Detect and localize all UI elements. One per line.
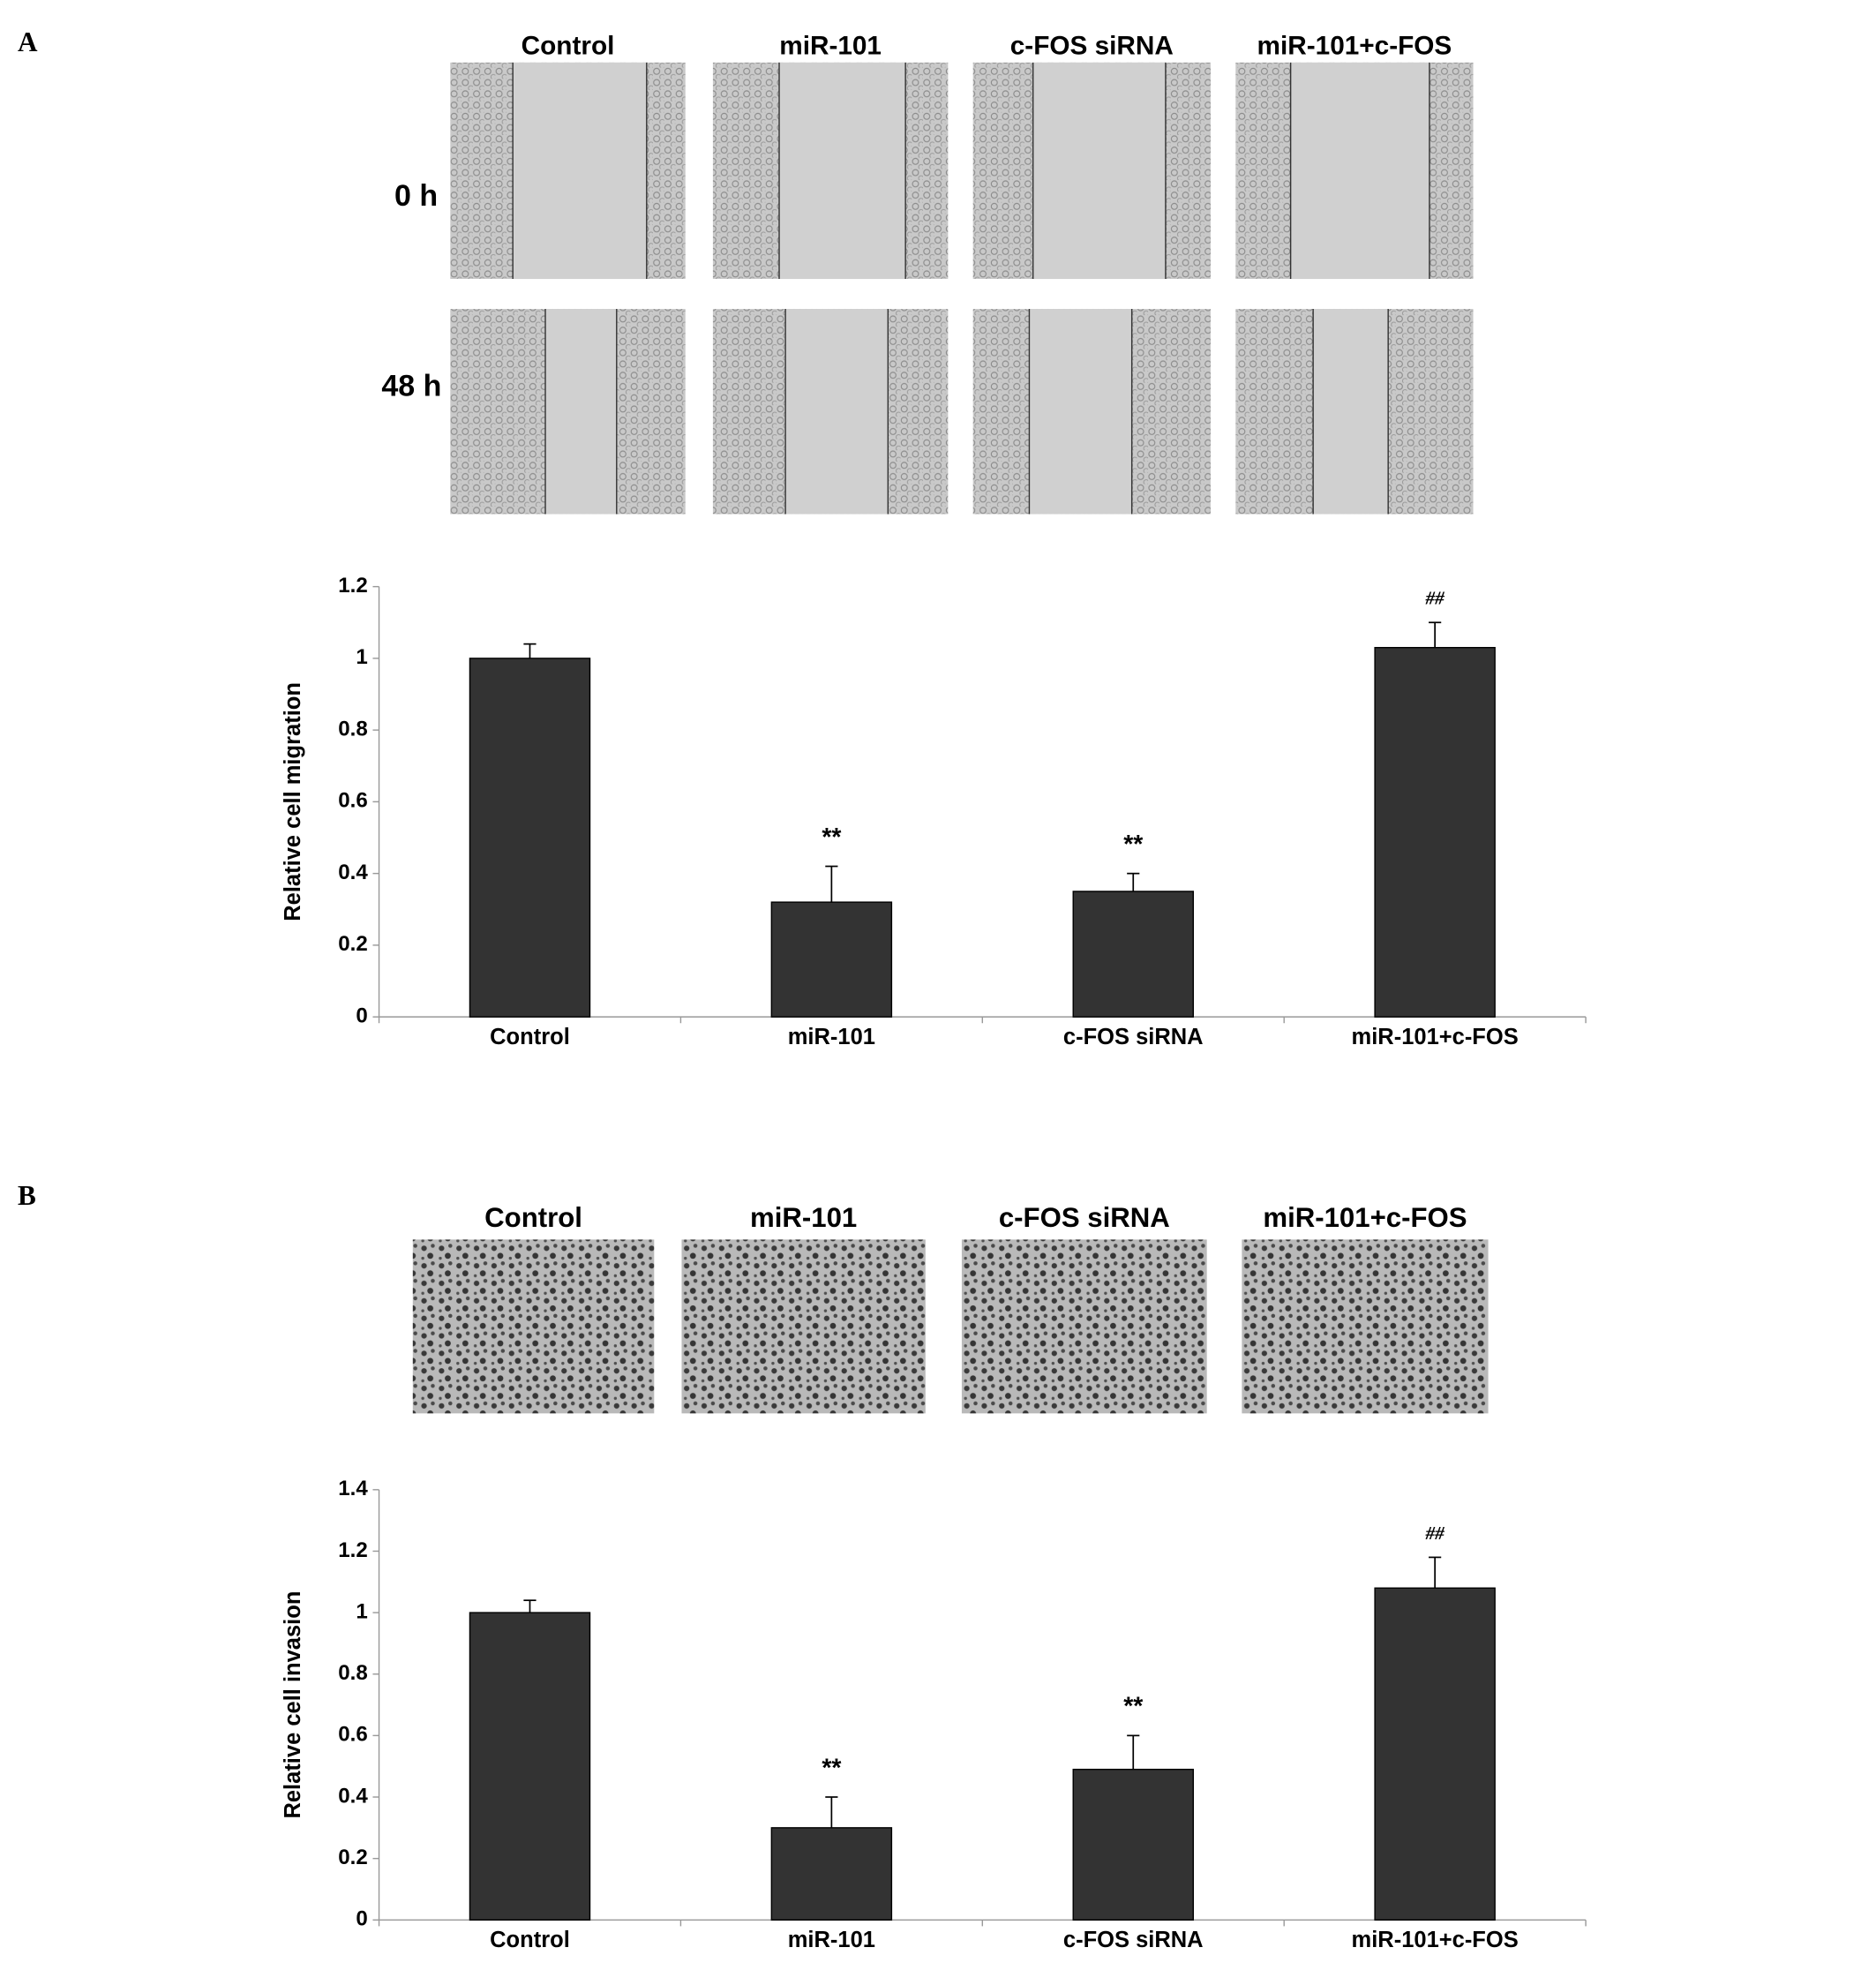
y-tick-label: 0.4 [338, 861, 368, 884]
x-tick-label: c-FOS siRNA [1063, 1928, 1204, 1952]
bar [469, 658, 591, 1018]
column-header: miR-101+c-FOS [1257, 32, 1452, 61]
significance-label: ** [822, 823, 841, 852]
micrograph [412, 1239, 655, 1414]
y-tick-label: 0.8 [338, 717, 367, 741]
wound-gap [1290, 62, 1430, 280]
y-tick-label: 0.8 [338, 1661, 367, 1685]
y-tick-label: 1.2 [338, 574, 367, 598]
wound-gap [1032, 62, 1166, 280]
x-tick-label: miR-101+c-FOS [1352, 1025, 1519, 1049]
x-tick-label: c-FOS siRNA [1063, 1025, 1204, 1049]
column-header: miR-101 [779, 32, 882, 61]
column-header: c-FOS siRNA [999, 1202, 1170, 1233]
column-header: Control [522, 32, 615, 61]
wound-gap [513, 62, 647, 280]
wound-gap [545, 309, 617, 515]
wound-gap [779, 62, 906, 280]
x-tick-label: miR-101+c-FOS [1352, 1928, 1519, 1952]
y-tick-label: 1 [356, 645, 367, 669]
x-tick-label: Control [490, 1928, 570, 1952]
bar [770, 901, 893, 1018]
panel-label: B [18, 1180, 36, 1211]
y-axis-label: Relative cell migration [281, 682, 305, 921]
y-tick-label: 1.4 [338, 1477, 368, 1500]
y-tick-label: 1 [356, 1599, 367, 1623]
panel-label: A [18, 26, 38, 57]
column-header: c-FOS siRNA [1010, 32, 1174, 61]
micrograph [961, 1239, 1207, 1414]
y-tick-label: 1.2 [338, 1538, 367, 1562]
y-tick-label: 0 [356, 1907, 367, 1931]
bar [1374, 1587, 1496, 1921]
y-axis-label: Relative cell invasion [281, 1591, 305, 1819]
y-tick-label: 0 [356, 1004, 367, 1027]
wound-gap [785, 309, 889, 515]
y-tick-label: 0.4 [338, 1784, 368, 1808]
micrograph [1242, 1239, 1489, 1414]
wound-gap [1313, 309, 1389, 515]
column-header: Control [484, 1202, 582, 1233]
row-label: 48 h [381, 369, 441, 402]
wound-gap [1029, 309, 1132, 515]
bar [1072, 1768, 1194, 1921]
y-tick-label: 0.2 [338, 1846, 367, 1869]
column-header: miR-101 [750, 1202, 857, 1233]
column-header: miR-101+c-FOS [1263, 1202, 1467, 1233]
significance-label: ** [822, 1754, 841, 1782]
x-tick-label: miR-101 [788, 1928, 875, 1952]
bar [770, 1827, 893, 1921]
bar [469, 1612, 591, 1921]
significance-label: ## [1425, 1523, 1445, 1544]
y-tick-label: 0.6 [338, 789, 367, 813]
significance-label: ** [1123, 831, 1143, 859]
micrograph [681, 1239, 926, 1414]
row-label: 0 h [394, 179, 438, 213]
bar [1374, 646, 1496, 1018]
x-tick-label: miR-101 [788, 1025, 875, 1049]
y-tick-label: 0.6 [338, 1723, 367, 1747]
significance-label: ** [1123, 1693, 1143, 1721]
significance-label: ## [1425, 588, 1445, 609]
y-tick-label: 0.2 [338, 932, 367, 956]
bar [1072, 891, 1194, 1018]
x-tick-label: Control [490, 1025, 570, 1049]
